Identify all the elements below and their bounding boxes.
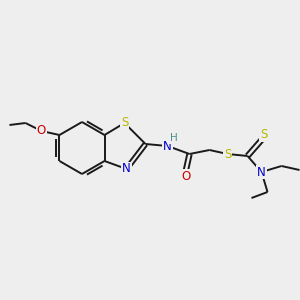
- Text: O: O: [37, 124, 46, 137]
- Text: S: S: [224, 148, 231, 160]
- Text: N: N: [163, 140, 172, 152]
- Text: S: S: [260, 128, 267, 142]
- Text: S: S: [121, 116, 128, 130]
- Text: N: N: [257, 166, 266, 178]
- Text: H: H: [169, 133, 177, 143]
- Text: O: O: [181, 169, 190, 182]
- Text: N: N: [122, 163, 131, 176]
